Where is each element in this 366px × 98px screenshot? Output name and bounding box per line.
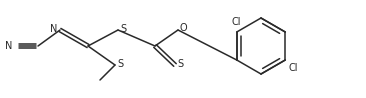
Text: O: O xyxy=(180,23,188,33)
Text: S: S xyxy=(117,59,123,69)
Text: S: S xyxy=(177,59,183,69)
Text: N: N xyxy=(5,41,12,51)
Text: Cl: Cl xyxy=(231,17,240,27)
Text: Cl: Cl xyxy=(288,63,298,73)
Text: N: N xyxy=(50,24,57,34)
Text: S: S xyxy=(120,24,126,34)
